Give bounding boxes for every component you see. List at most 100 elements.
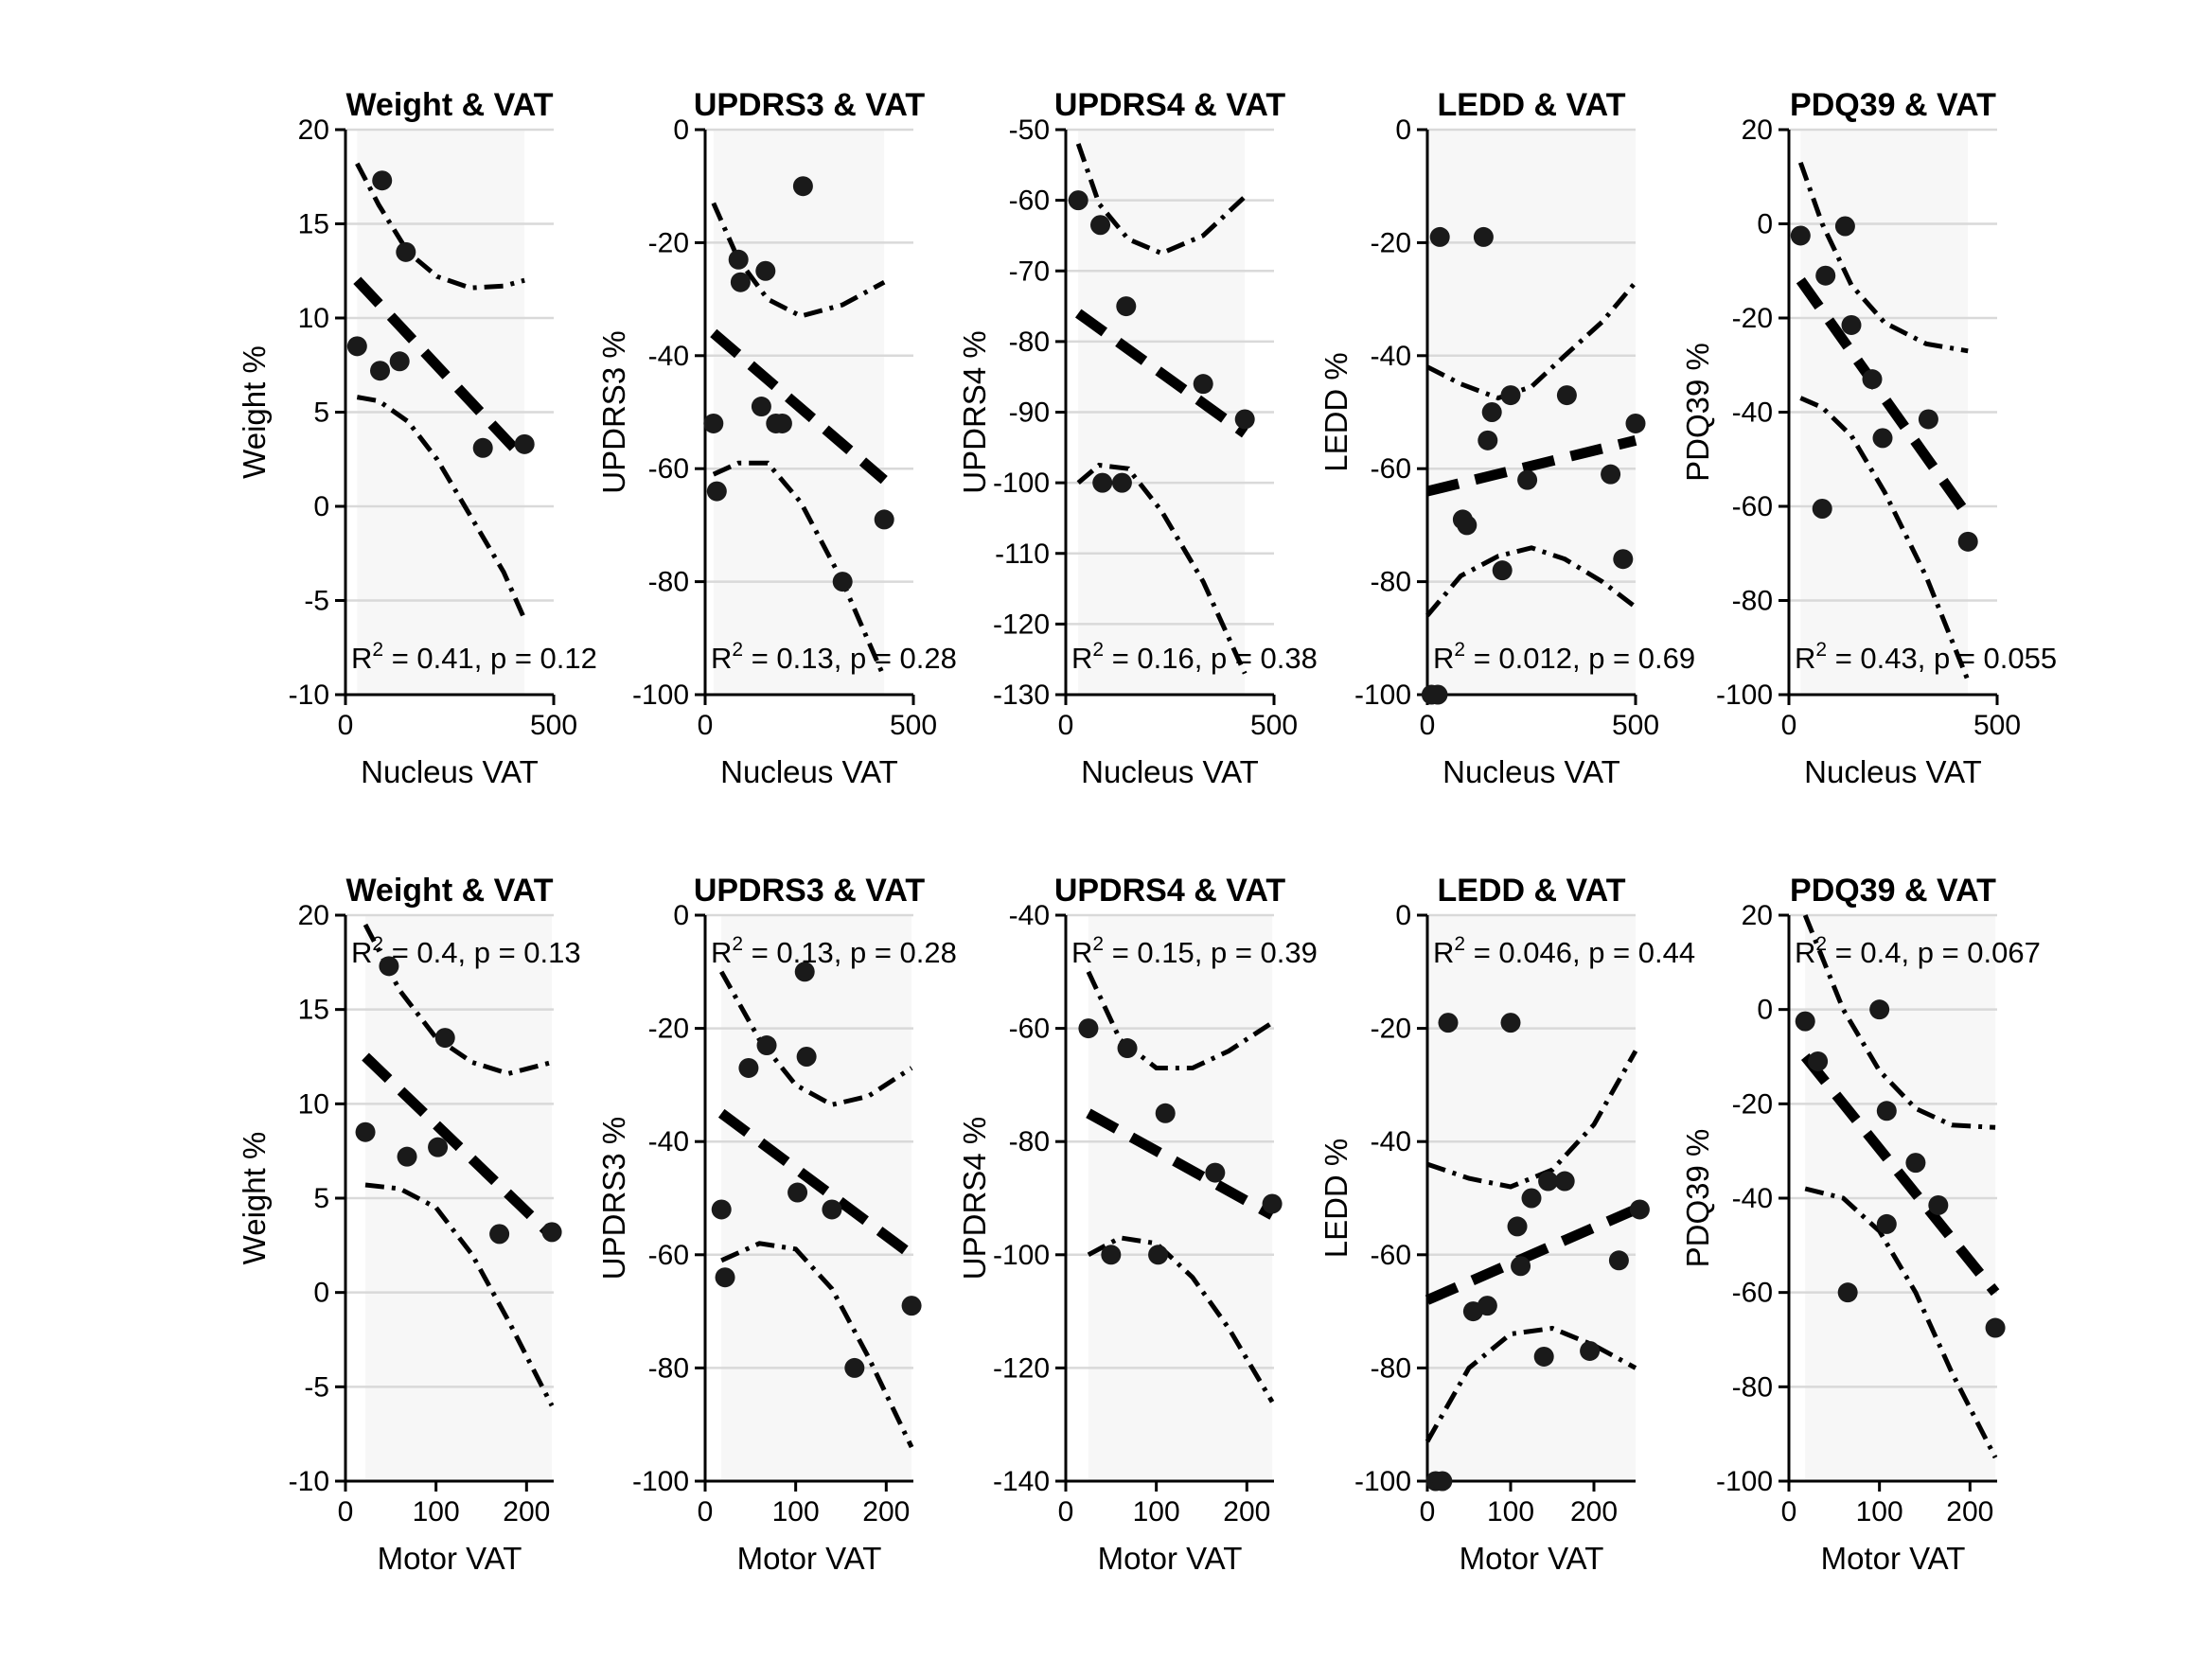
data-point [771, 413, 792, 433]
data-point [1116, 296, 1137, 317]
data-point [1101, 1245, 1122, 1265]
stat-r-symbol: R [711, 936, 732, 969]
y-tick-label: -60 [1371, 453, 1411, 485]
y-tick-label: -100 [1354, 680, 1411, 711]
y-tick-label: -120 [993, 1352, 1050, 1384]
x-axis-label: Nucleus VAT [1442, 754, 1620, 789]
x-tick-label: 0 [1420, 1496, 1436, 1528]
ci-upper-curve [363, 923, 553, 1076]
ci-lower-curve [1804, 1186, 1998, 1459]
data-point [1427, 684, 1448, 705]
y-tick-label: 0 [1757, 209, 1773, 240]
y-tick-label: -40 [1371, 341, 1411, 372]
panel-9: -100 -80 -60 -40 -20 0 0 100 200 LEDD & VAT Motor … [1318, 873, 1695, 1576]
data-point [1601, 464, 1621, 485]
data-point [1432, 1471, 1453, 1492]
stat-r-symbol: R [351, 936, 372, 969]
y-tick-label: 0 [1757, 995, 1773, 1026]
x-axis-label: Nucleus VAT [1804, 754, 1982, 789]
y-tick-label: 20 [1742, 900, 1773, 931]
data-point [787, 1182, 808, 1203]
y-tick-label: -80 [1371, 1352, 1411, 1384]
ci-lower-curve [1087, 1235, 1275, 1404]
x-tick-label: 0 [1058, 710, 1074, 741]
data-point [756, 1035, 777, 1056]
x-axis-label: Nucleus VAT [720, 754, 898, 789]
panel-title: Weight & VAT [345, 87, 553, 123]
y-tick-label: -50 [1009, 115, 1050, 146]
y-tick-label: 10 [298, 303, 329, 334]
x-axis-label: Nucleus VAT [361, 754, 539, 789]
stat-values: = 0.13, p = 0.28 [743, 642, 957, 675]
data-point [389, 351, 410, 372]
panel-title: UPDRS3 & VAT [694, 873, 926, 909]
stat-superscript: 2 [372, 933, 383, 955]
data-point [730, 272, 751, 292]
y-tick-label: 5 [313, 397, 329, 429]
stat-r-symbol: R [1071, 642, 1092, 675]
panel-3: -130 -120 -110 -100 -90 -80 -70 -60 -50 0 500 UPDRS… [957, 87, 1318, 789]
panel-title: LEDD & VAT [1438, 873, 1626, 909]
stat-superscript: 2 [732, 933, 743, 955]
x-axis-label: Motor VAT [1098, 1541, 1243, 1576]
y-tick-label: -20 [1371, 1014, 1411, 1045]
data-point [1538, 1171, 1559, 1192]
stat-superscript: 2 [1454, 639, 1465, 661]
stat-annotation: R2 = 0.13, p = 0.28 [711, 639, 957, 675]
data-point [1517, 469, 1538, 490]
stat-r-symbol: R [1795, 936, 1815, 969]
y-tick-label: 15 [298, 209, 329, 240]
data-point [1473, 226, 1494, 247]
fit-line [353, 276, 529, 464]
ci-band [721, 915, 912, 1481]
data-point [706, 481, 727, 502]
y-tick-label: -80 [1009, 1126, 1050, 1157]
y-axis-label: UPDRS4 % [957, 330, 992, 493]
x-tick-label: 500 [1973, 710, 2021, 741]
x-tick-label: 100 [413, 1496, 460, 1528]
stat-r-symbol: R [351, 642, 372, 675]
x-axis-label: Motor VAT [378, 1541, 522, 1576]
fit-line [1086, 1108, 1275, 1220]
x-tick-label: 0 [338, 1496, 354, 1528]
data-point [1262, 1193, 1283, 1214]
y-tick-label: -20 [1371, 227, 1411, 258]
data-point [1625, 413, 1646, 433]
ci-upper-curve [719, 970, 913, 1107]
stat-r-symbol: R [1795, 642, 1815, 675]
panel-title: LEDD & VAT [1438, 87, 1626, 123]
data-point [1111, 472, 1132, 493]
y-tick-label: 0 [673, 900, 689, 931]
stat-superscript: 2 [1092, 933, 1104, 955]
fit-line [717, 1108, 915, 1260]
y-tick-label: -110 [995, 539, 1050, 570]
panel-8: -140 -120 -100 -80 -60 -40 0 100 200 UPDRS4 & VAT… [957, 873, 1318, 1576]
x-tick-label: 100 [1133, 1496, 1180, 1528]
y-tick-label: -40 [1732, 397, 1773, 429]
panel-1: -10 -5 0 5 10 15 20 0 500 Weight & VAT Nucleus VAT… [237, 87, 597, 789]
data-point [1092, 472, 1113, 493]
panel-title: UPDRS4 & VAT [1054, 87, 1286, 123]
ci-lower-curve [356, 395, 527, 621]
panel-title: UPDRS3 & VAT [694, 87, 926, 123]
data-point [1438, 1013, 1459, 1033]
y-tick-label: -40 [648, 1126, 689, 1157]
fit-line [710, 328, 888, 485]
data-point [1511, 1256, 1531, 1277]
data-point [514, 433, 535, 454]
data-point [1090, 215, 1111, 236]
stat-annotation: R2 = 0.16, p = 0.38 [1071, 639, 1318, 675]
y-tick-label: -40 [1732, 1183, 1773, 1214]
y-axis-label: UPDRS3 % [596, 1117, 631, 1280]
fit-line [1074, 309, 1248, 438]
data-point [792, 176, 813, 197]
stat-values: = 0.4, p = 0.13 [383, 936, 581, 969]
y-tick-label: -80 [648, 567, 689, 598]
panel-4: -100 -80 -60 -40 -20 0 0 500 LEDD & VAT Nucleus V… [1318, 87, 1695, 789]
ci-upper-curve [1426, 1050, 1638, 1190]
panel-title: UPDRS4 & VAT [1054, 873, 1286, 909]
y-tick-label: -100 [1354, 1466, 1411, 1497]
x-tick-label: 0 [1420, 710, 1436, 741]
